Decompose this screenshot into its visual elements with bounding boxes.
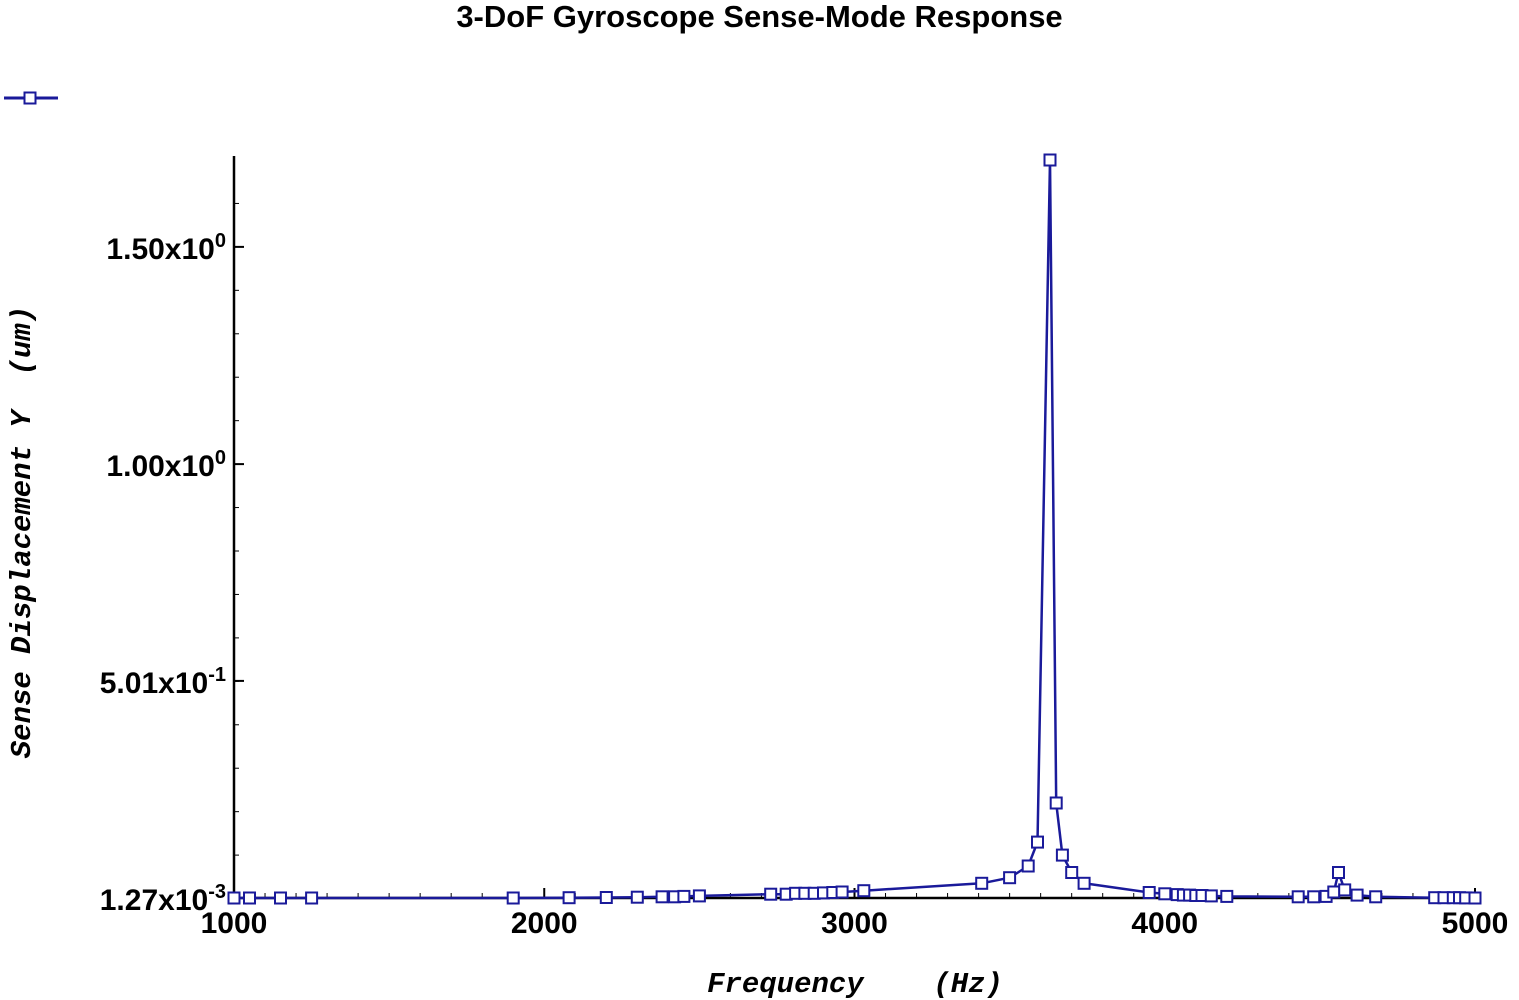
data-point-marker	[1327, 885, 1341, 899]
data-point-marker	[274, 891, 287, 905]
data-point-marker	[1307, 890, 1321, 904]
axes	[232, 156, 1475, 900]
x-tick-label: 1000	[201, 907, 268, 940]
y-tick-label: 5.01x10-1	[100, 664, 226, 700]
data-point-marker	[506, 891, 520, 905]
data-point-marker	[692, 889, 706, 903]
data-point-marker	[1468, 891, 1482, 905]
data-point-marker	[975, 876, 989, 890]
data-point-marker	[1291, 890, 1305, 904]
y-tick-label: 1.27x10-3	[100, 881, 226, 917]
data-point-marker	[835, 885, 849, 899]
x-tick-label: 2000	[511, 907, 578, 940]
data-point-marker	[1142, 886, 1156, 899]
data-point-marker	[1031, 835, 1044, 849]
data-point-marker	[764, 887, 778, 901]
data-point-marker	[1049, 796, 1063, 810]
data-point-marker	[1003, 871, 1017, 885]
data-point-marker	[1332, 866, 1345, 879]
y-tick-label: 1.50x100	[106, 230, 226, 266]
x-tick-label: 3000	[821, 907, 888, 940]
series-line	[234, 158, 1476, 900]
x-tick-label: 5000	[1442, 907, 1509, 940]
x-tick-label: 4000	[1131, 907, 1198, 940]
data-point-marker	[1350, 888, 1364, 902]
data-point-marker	[1055, 848, 1069, 862]
data-point-marker	[1204, 889, 1218, 903]
x-axis-title: Frequency (Hz)	[707, 968, 1003, 1000]
data-point-marker	[243, 891, 256, 905]
data-point-marker	[677, 889, 691, 903]
data-point-marker	[1158, 887, 1172, 901]
data-point-marker	[305, 891, 319, 905]
data-point-marker	[1369, 890, 1383, 904]
data-point-marker	[1065, 866, 1079, 879]
data-point-marker	[1021, 859, 1035, 873]
legend	[4, 91, 58, 105]
y-axis-title: Sense Displacement Y (um)	[6, 306, 39, 758]
data-point-marker	[1043, 153, 1057, 167]
chart-title: 3-DoF Gyroscope Sense-Mode Response	[456, 0, 1063, 34]
y-axis-ticks: 1.27x10-3 5.01x10-1 1.00x100 1.50x100	[100, 230, 244, 917]
data-series	[227, 153, 1482, 905]
legend-marker-square	[23, 91, 37, 105]
data-point-marker	[1220, 889, 1234, 903]
y-tick-label: 1.00x100	[106, 447, 226, 483]
x-axis-ticks: 1000 2000 3000 4000 5000	[201, 888, 1509, 940]
data-point-marker	[857, 884, 871, 898]
minor-ticks	[234, 202, 1445, 898]
data-point-marker	[562, 891, 576, 905]
data-point-marker	[1077, 876, 1091, 890]
data-point-marker	[1338, 883, 1352, 897]
data-point-marker	[599, 891, 613, 904]
data-point-marker	[227, 891, 241, 905]
data-point-marker	[655, 890, 669, 904]
data-point-marker	[630, 890, 644, 904]
